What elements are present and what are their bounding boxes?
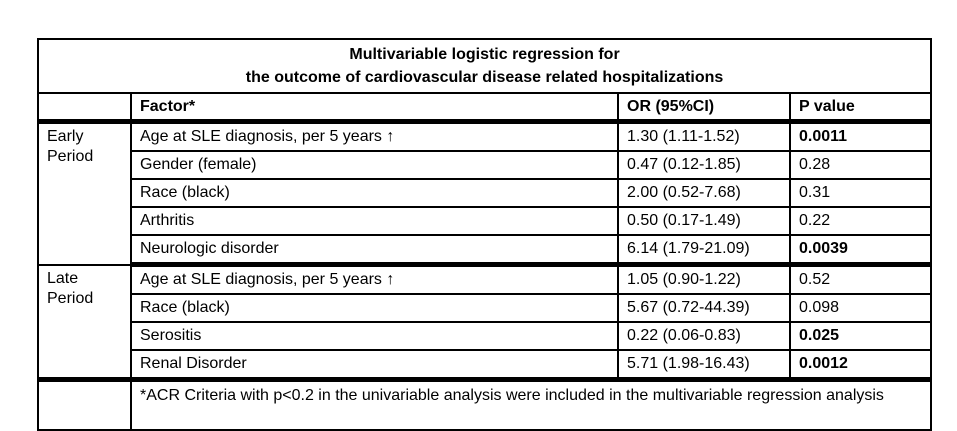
table-title-row: Multivariable logistic regression for th…	[36, 38, 933, 94]
factor-cell: Age at SLE diagnosis, per 5 years ↑	[130, 263, 619, 295]
header-or: OR (95%CI)	[617, 92, 791, 124]
factor-cell: Renal Disorder	[130, 349, 619, 382]
table-row: Arthritis 0.50 (0.17-1.49) 0.22	[38, 206, 933, 236]
p-value-cell: 0.22	[788, 206, 933, 236]
table-row: Late Period Age at SLE diagnosis, per 5 …	[37, 263, 933, 382]
table-title: Multivariable logistic regression for th…	[36, 38, 933, 94]
or-cell: 2.00 (0.52-7.68)	[617, 178, 791, 208]
p-value-cell: 0.0011	[788, 120, 933, 152]
p-value-cell: 0.098	[788, 293, 933, 323]
or-cell: 6.14 (1.79-21.09)	[617, 234, 791, 267]
period-label-early: Early Period	[37, 120, 132, 266]
p-value-cell: 0.0039	[788, 234, 933, 267]
factor-cell: Serositis	[130, 321, 619, 351]
header-p-value: P value	[788, 92, 933, 124]
p-value-cell: 0.31	[788, 178, 933, 208]
factor-cell: Race (black)	[130, 293, 619, 323]
table-row: Race (black) 2.00 (0.52-7.68) 0.31	[38, 178, 933, 208]
table-row: Serositis 0.22 (0.06-0.83) 0.025	[38, 321, 933, 351]
factor-cell: Race (black)	[130, 178, 619, 208]
or-cell: 0.22 (0.06-0.83)	[617, 321, 791, 351]
factor-cell: Age at SLE diagnosis, per 5 years ↑	[130, 120, 619, 152]
table-row: Early Period Age at SLE diagnosis, per 5…	[37, 120, 933, 266]
or-cell: 0.50 (0.17-1.49)	[617, 206, 791, 236]
factor-cell: Arthritis	[130, 206, 619, 236]
or-cell: 5.67 (0.72-44.39)	[617, 293, 791, 323]
or-cell: 1.05 (0.90-1.22)	[617, 263, 791, 295]
table-title-line1: Multivariable logistic regression for	[349, 46, 620, 63]
factor-cell: Gender (female)	[130, 150, 619, 180]
footnote-empty-cell	[37, 378, 132, 431]
or-cell: 0.47 (0.12-1.85)	[617, 150, 791, 180]
p-value-cell: 0.0012	[788, 349, 933, 382]
or-cell: 1.30 (1.11-1.52)	[617, 120, 791, 152]
p-value-cell: 0.28	[788, 150, 933, 180]
table-footnote: *ACR Criteria with p<0.2 in the univaria…	[129, 378, 933, 431]
period-label-late: Late Period	[37, 263, 132, 382]
p-value-cell: 0.025	[788, 321, 933, 351]
table-title-line2: the outcome of cardiovascular disease re…	[245, 69, 724, 86]
table-row: Renal Disorder 5.71 (1.98-16.43) 0.0012	[38, 349, 933, 382]
table-footnote-row: *ACR Criteria with p<0.2 in the univaria…	[37, 378, 933, 431]
table-row: Race (black) 5.67 (0.72-44.39) 0.098	[38, 293, 933, 323]
table-row: Gender (female) 0.47 (0.12-1.85) 0.28	[38, 150, 933, 180]
header-factor: Factor*	[130, 92, 619, 124]
table-header-row: Factor* OR (95%CI) P value	[37, 92, 933, 124]
header-period-cell	[37, 92, 132, 124]
factor-cell: Neurologic disorder	[130, 234, 619, 267]
table-row: Neurologic disorder 6.14 (1.79-21.09) 0.…	[38, 234, 933, 267]
or-cell: 5.71 (1.98-16.43)	[617, 349, 791, 382]
regression-table: Multivariable logistic regression for th…	[36, 38, 933, 431]
p-value-cell: 0.52	[788, 263, 933, 295]
